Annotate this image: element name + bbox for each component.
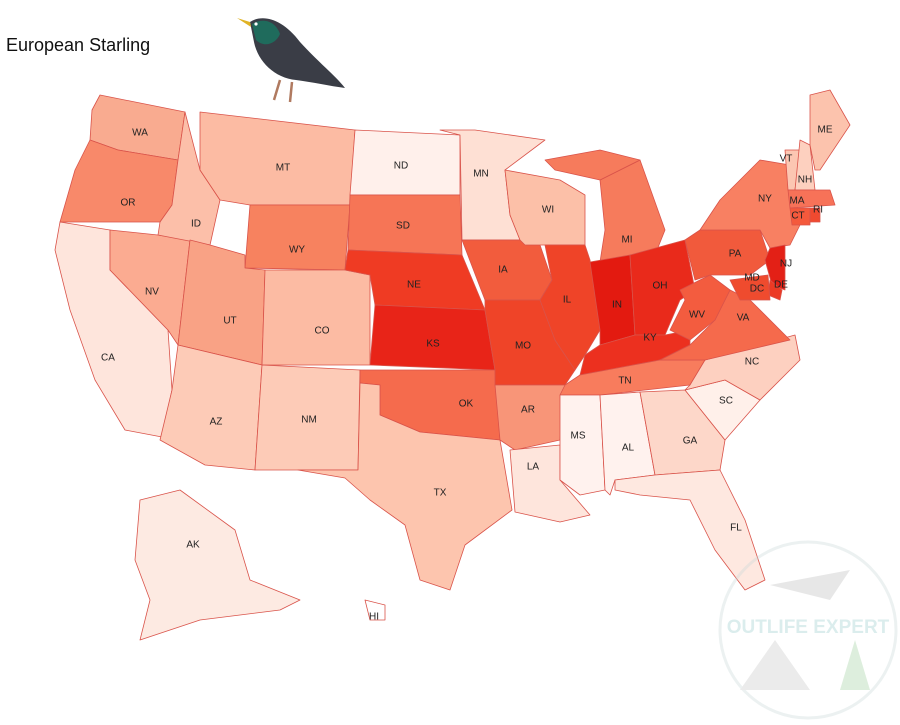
state-label: AK xyxy=(186,540,200,551)
state-shape xyxy=(364,599,386,621)
state-label: SD xyxy=(396,221,410,232)
state-label: MO xyxy=(515,341,531,352)
watermark-text: OUTLIFE EXPERT xyxy=(727,617,890,638)
watermark: OUTLIFE EXPERT xyxy=(718,540,898,720)
state-shape xyxy=(669,274,731,341)
state-label: PA xyxy=(729,249,742,260)
state-label: WV xyxy=(689,310,705,321)
state-shape xyxy=(297,382,513,591)
state-label: WY xyxy=(289,245,305,256)
state-label: WA xyxy=(132,128,148,139)
state-label: CA xyxy=(101,353,115,364)
states: WA OR CA NV ID MT WY UT CO AZ NM ND SD NE KS OK TX MN IA MO… xyxy=(54,89,851,641)
state-label: OK xyxy=(459,399,474,410)
state-label: MI xyxy=(621,235,632,246)
state-label: AR xyxy=(521,405,535,416)
state-label: RI xyxy=(813,205,823,216)
state-label: KY xyxy=(643,333,657,344)
state-label: MN xyxy=(473,169,489,180)
state-shape xyxy=(809,207,821,223)
state-shape xyxy=(494,384,566,451)
state-shape xyxy=(789,207,811,226)
state-label: DC xyxy=(750,284,764,295)
state-label: NE xyxy=(407,280,421,291)
state-label: AZ xyxy=(210,417,223,428)
state-label: KS xyxy=(426,339,440,350)
state-shape xyxy=(134,489,301,641)
state-label: NJ xyxy=(780,259,792,270)
state-label: TX xyxy=(434,488,447,499)
state-label: ND xyxy=(394,161,408,172)
state-label: NH xyxy=(798,175,812,186)
state-label: LA xyxy=(527,462,540,473)
state-label: NV xyxy=(145,287,159,298)
state-label: OH xyxy=(653,281,668,292)
state-label: MD xyxy=(744,273,760,284)
state-label: AL xyxy=(622,443,635,454)
state-shape xyxy=(614,469,766,591)
state-shape xyxy=(639,389,726,476)
state-label: NY xyxy=(758,194,772,205)
state-label: IA xyxy=(498,265,508,276)
state-label: ID xyxy=(191,219,201,230)
state-shape xyxy=(787,189,836,209)
bird-illustration xyxy=(237,18,345,103)
state-label: UT xyxy=(223,316,236,327)
state-label: NM xyxy=(301,415,317,426)
state-label: IL xyxy=(563,295,572,306)
state-label: MS xyxy=(571,431,586,442)
state-label: HI xyxy=(369,612,379,623)
state-label: CO xyxy=(315,326,330,337)
state-shape xyxy=(244,204,351,271)
state-label: NC xyxy=(745,357,759,368)
state-label: GA xyxy=(683,436,698,447)
state-shape xyxy=(753,285,761,293)
state-label: OR xyxy=(121,198,136,209)
state-shape xyxy=(369,304,496,371)
state-label: SC xyxy=(719,396,733,407)
state-shape xyxy=(539,244,601,371)
state-shape xyxy=(809,89,851,171)
state-label: VA xyxy=(737,313,750,324)
state-label: IN xyxy=(612,300,622,311)
state-label: MA xyxy=(790,196,805,207)
state-label: DE xyxy=(774,280,788,291)
state-label: CT xyxy=(791,211,804,222)
state-label: WI xyxy=(542,205,554,216)
state-shape xyxy=(729,274,771,301)
state-label: MT xyxy=(276,163,290,174)
state-label: TN xyxy=(618,376,631,387)
state-label: FL xyxy=(730,523,742,534)
state-label: VT xyxy=(780,154,793,165)
state-shape xyxy=(559,394,606,496)
state-shape xyxy=(261,269,371,366)
state-shape xyxy=(544,149,641,181)
state-label: ME xyxy=(818,125,833,136)
state-shape xyxy=(159,344,263,471)
state-shape xyxy=(199,111,356,206)
map-title: European Starling xyxy=(6,35,150,55)
